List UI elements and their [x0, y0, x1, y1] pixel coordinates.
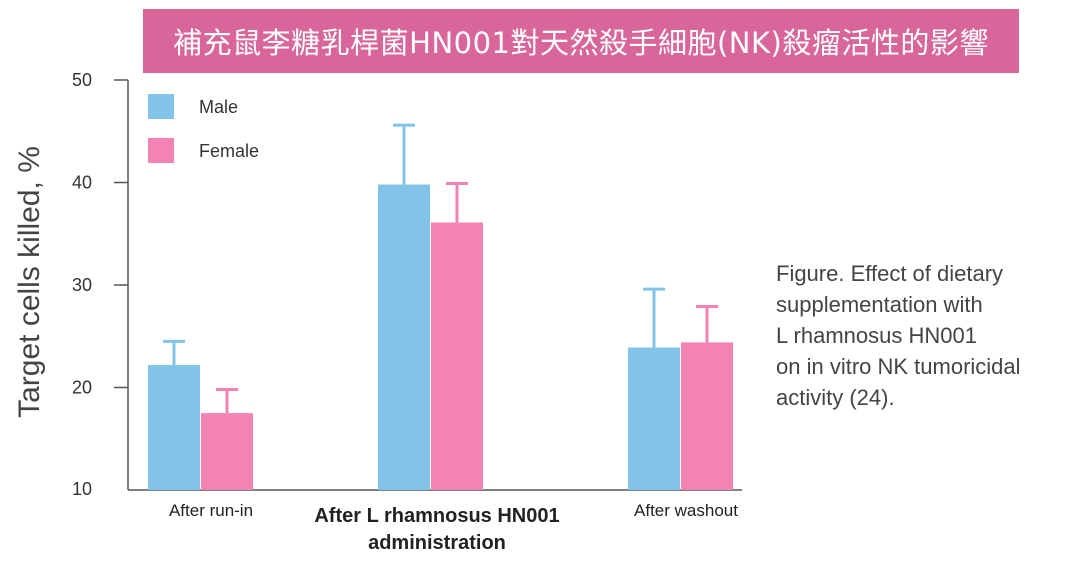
figure-caption: Figure. Effect of dietary supplementation… — [776, 258, 1061, 413]
bar-male — [378, 184, 430, 491]
y-tick-label: 10 — [72, 479, 92, 499]
category-label: After washout — [634, 501, 738, 520]
y-tick-label: 30 — [72, 275, 92, 295]
category-labels: After run-in After L rhamnosus HN001 admin… — [169, 501, 738, 554]
bar-female — [431, 222, 483, 490]
chart-legend: Male Female — [148, 94, 259, 163]
bar-male — [628, 347, 680, 490]
legend-swatch-male — [148, 94, 174, 119]
caption-line: activity (24). — [776, 385, 895, 410]
legend-label-female: Female — [199, 141, 259, 161]
chart-title-banner: 補充鼠李糖乳桿菌HN001對天然殺手細胞(NK)殺瘤活性的影響 — [143, 9, 1019, 73]
bar-female — [681, 342, 733, 490]
caption-line: L rhamnosus HN001 — [776, 323, 977, 348]
bar-female — [201, 413, 253, 490]
category-label: After run-in — [169, 501, 253, 520]
y-tick-label: 40 — [72, 173, 92, 193]
caption-line: on in vitro NK tumoricidal — [776, 354, 1021, 379]
chart-title: 補充鼠李糖乳桿菌HN001對天然殺手細胞(NK)殺瘤活性的影響 — [173, 26, 989, 60]
bar-male — [148, 364, 200, 490]
legend-label-male: Male — [199, 97, 238, 117]
chart-bars — [148, 123, 733, 491]
y-tick-label: 20 — [72, 378, 92, 398]
y-tick-label: 50 — [72, 70, 92, 90]
chart-axes: 10 20 30 40 50 — [72, 70, 742, 499]
legend-swatch-female — [148, 138, 174, 163]
caption-line: supplementation with — [776, 292, 983, 317]
caption-line: Figure. Effect of dietary — [776, 261, 1004, 286]
category-label: administration — [368, 532, 506, 554]
category-label: After L rhamnosus HN001 — [314, 505, 559, 527]
